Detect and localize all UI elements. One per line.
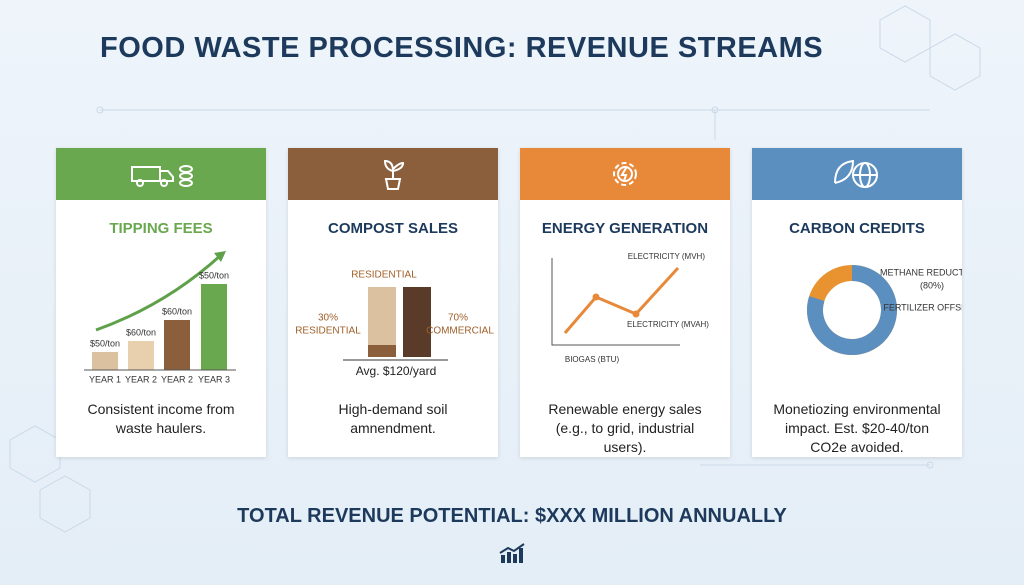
line-graphic: ELECTRICITY (MVH) ELECTRICITY (MVAH) BIO…: [551, 252, 709, 364]
card: CARBON CREDITS METHANE REDUCTION (80%) F…: [752, 148, 962, 457]
line: [563, 266, 680, 334]
category-label: YEAR 3: [198, 374, 230, 384]
card: COMPOST SALES RESIDENTIAL 30% RESIDENTIA…: [288, 148, 498, 457]
point: [632, 310, 640, 318]
bar-label: $50/ton: [90, 338, 120, 348]
card: ENERGY GENERATION ELECTRICITY (MVH) ELEC…: [520, 148, 730, 457]
category-label: YEAR 2: [125, 374, 157, 384]
card-title: TIPPING FEES: [109, 220, 213, 237]
card: TIPPING FEES $50/ton $60/ton $60/ton $50…: [56, 148, 266, 457]
plant-icon: [383, 159, 405, 190]
card-description: High-demand soil amnendment.: [338, 401, 448, 436]
card-description: Renewable energy sales (e.g., to grid, i…: [548, 401, 702, 455]
card-header: [520, 148, 730, 200]
series-label: ELECTRICITY (MVH): [628, 252, 706, 261]
category-label: YEAR 2: [161, 374, 193, 384]
bar: [164, 320, 190, 370]
share-label: 30%: [318, 313, 338, 324]
card-title: COMPOST SALES: [327, 220, 458, 237]
card-header: [288, 148, 498, 200]
globe-icon: [834, 159, 878, 188]
bar: [92, 352, 118, 370]
bar-graphic: $50/ton $60/ton $60/ton $50/ton YEAR 1 Y…: [84, 251, 236, 384]
card-header: [752, 148, 962, 200]
commercial-bar: [403, 287, 431, 357]
chart-icon: [499, 543, 525, 563]
share-label: 70%: [448, 313, 468, 324]
gear-icon: [613, 162, 637, 186]
donut-slice: [807, 265, 897, 355]
axis-label: BIOGAS (BTU): [565, 355, 620, 364]
category-label: YEAR 1: [89, 374, 121, 384]
donut-graphic: METHANE REDUCTION (80%) FERTILIZER OFFSE…: [807, 265, 962, 355]
footer-text: TOTAL REVENUE POTENTIAL: $XXX MILLION AN…: [237, 505, 787, 527]
compost-graphic: RESIDENTIAL 30% RESIDENTIAL 70% COMMERCI…: [295, 270, 494, 379]
arrow-head: [214, 251, 226, 262]
slice-label: FERTILIZER OFFSET: [883, 302, 962, 312]
bar: [201, 284, 227, 370]
bar-label: $60/ton: [126, 327, 156, 337]
bar-label: $50/ton: [199, 270, 229, 280]
card-description: Monetiozing environmental impact. Est. $…: [773, 401, 941, 455]
series-label: ELECTRICITY (MVAH): [627, 320, 709, 329]
share-name: COMMERCIAL: [426, 326, 494, 337]
bar: [128, 341, 154, 370]
bar-label: $60/ton: [162, 306, 192, 316]
page-title: FOOD WASTE PROCESSING: REVENUE STREAMS: [100, 32, 824, 64]
slice-label: METHANE REDUCTION: [880, 267, 962, 277]
truck-icon: [131, 165, 193, 187]
card-description: Consistent income from waste haulers.: [87, 401, 235, 436]
chart-label: RESIDENTIAL: [351, 270, 417, 281]
card-title: CARBON CREDITS: [789, 220, 925, 237]
chart-note: Avg. $120/yard: [356, 364, 437, 378]
share-label: (80%): [920, 280, 944, 290]
card-header: [56, 148, 266, 200]
trend-arrow: [95, 253, 223, 332]
card-title: ENERGY GENERATION: [541, 220, 709, 237]
residential-bar-base: [368, 345, 396, 357]
axes: [551, 258, 680, 346]
share-name: RESIDENTIAL: [295, 326, 361, 337]
point: [592, 293, 600, 301]
